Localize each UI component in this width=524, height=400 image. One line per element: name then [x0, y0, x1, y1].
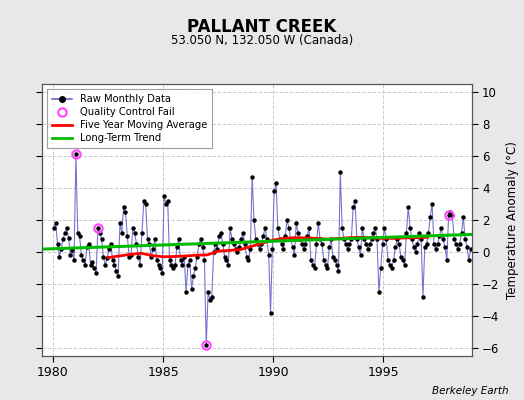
Legend: Raw Monthly Data, Quality Control Fail, Five Year Moving Average, Long-Term Tren: Raw Monthly Data, Quality Control Fail, … — [47, 89, 212, 148]
Text: Berkeley Earth: Berkeley Earth — [432, 386, 508, 396]
Text: 53.050 N, 132.050 W (Canada): 53.050 N, 132.050 W (Canada) — [171, 34, 353, 47]
Text: PALLANT CREEK: PALLANT CREEK — [188, 18, 336, 36]
Y-axis label: Temperature Anomaly (°C): Temperature Anomaly (°C) — [506, 141, 519, 299]
